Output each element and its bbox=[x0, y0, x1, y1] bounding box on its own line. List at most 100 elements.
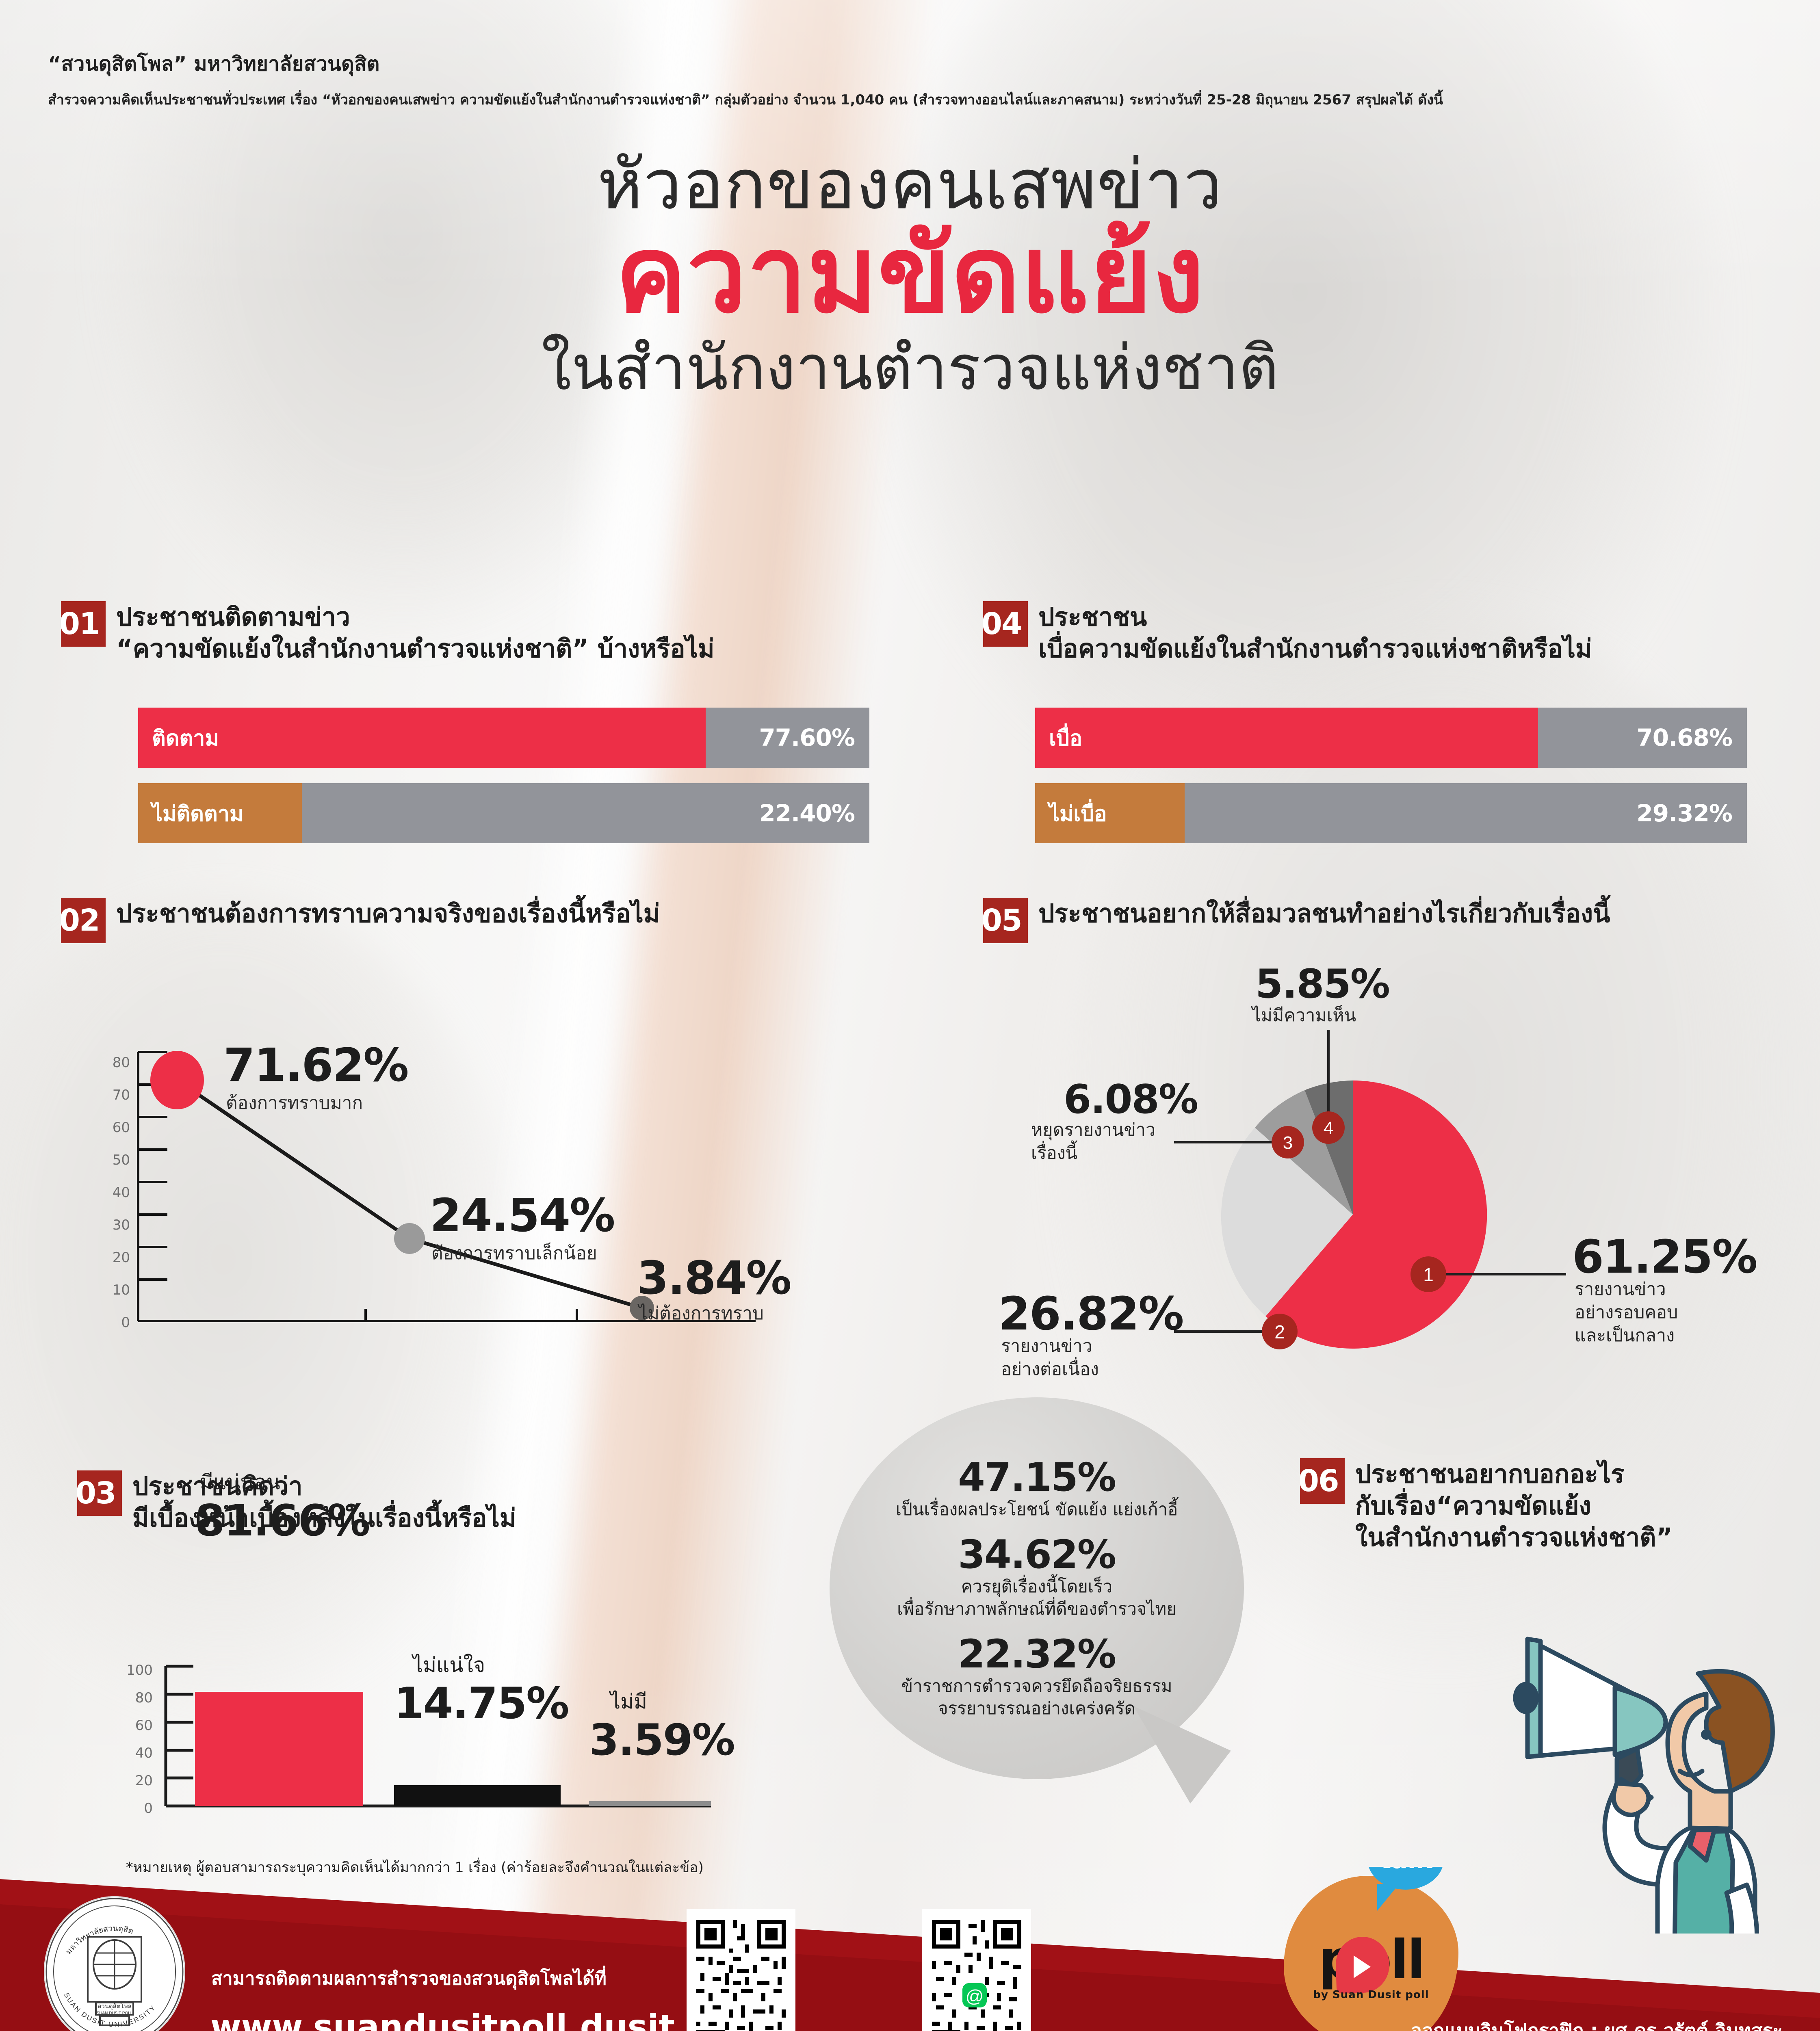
q4-bar-chart: เบื่อ 70.68% ไม่เบื่อ 29.32% bbox=[1035, 708, 1747, 843]
q2-ytick-50: 50 bbox=[112, 1152, 130, 1168]
section-number-badge-01: 01 bbox=[61, 601, 106, 647]
q6-speech-bubble: 47.15% เป็นเรื่องผลประโยชน์ ขัดแย้ง แย่ง… bbox=[830, 1397, 1244, 1779]
q2-ytick-40: 40 bbox=[112, 1184, 130, 1201]
organization-name: “สวนดุสิตโพล” มหาวิทยาลัยสวนดุสิต bbox=[48, 52, 380, 76]
section-q6-title-line1: ประชาชนอยากบอกอะไร bbox=[1355, 1459, 1625, 1489]
q1-bar-label-2: ไม่ติดตาม bbox=[152, 801, 244, 826]
qr-code-website-glyph bbox=[692, 1916, 790, 2031]
q3-ytick-60: 60 bbox=[135, 1717, 153, 1734]
q2-marker-2 bbox=[394, 1223, 425, 1254]
header: “สวนดุสิตโพล” มหาวิทยาลัยสวนดุสิต สำรวจค… bbox=[48, 48, 1443, 110]
play-icon bbox=[1354, 1955, 1371, 1978]
section-q3-title-line2: มีเบื้องหน้าเบื้องหลังในเรื่องนี้หรือไม่ bbox=[132, 1503, 516, 1533]
q5-callout-3-line2: เรื่องนี้ bbox=[1031, 1143, 1078, 1163]
q4-bar-value-1: 70.68% bbox=[1636, 724, 1733, 751]
section-number-badge-06: 06 bbox=[1300, 1458, 1345, 1504]
q4-bar-fill-2: ไม่เบื่อ bbox=[1035, 783, 1185, 843]
q5-pie-svg: 1 2 3 4 bbox=[1174, 1030, 1566, 1349]
title-line-1: หัวอกของคนเสพข่าว bbox=[597, 145, 1223, 225]
footer: สวนดุสิตโพล SUAN DUSIT POLL มหาวิทยาลัยส… bbox=[0, 1867, 1820, 2031]
q1-bar-value-2: 22.40% bbox=[759, 799, 855, 827]
q5-callout-2-line1: รายงานข่าว bbox=[1001, 1336, 1092, 1356]
title-line-3: ในสำนักงานตำรวจแห่งชาติ bbox=[541, 331, 1279, 404]
q4-bar-label-1: เบื่อ bbox=[1049, 726, 1083, 751]
q2-label-2: ต้องการทราบเล็กน้อย bbox=[431, 1243, 597, 1264]
section-number-01: 01 bbox=[61, 606, 100, 641]
q1-bar-value-1: 77.60% bbox=[759, 724, 855, 751]
q5-callout-2-pct: 26.82% bbox=[999, 1288, 1184, 1340]
section-number-03: 03 bbox=[77, 1476, 116, 1511]
q2-ytick-60: 60 bbox=[112, 1119, 130, 1136]
q5-marker-3 bbox=[1272, 1126, 1304, 1158]
q5-callout-1-pct: 61.25% bbox=[1572, 1231, 1757, 1284]
q5-callout-1-line3: และเป็นกลาง bbox=[1575, 1325, 1675, 1346]
qr-code-website[interactable] bbox=[687, 1909, 795, 2031]
q2-marker-1 bbox=[150, 1051, 204, 1109]
q3-bar-2 bbox=[394, 1785, 561, 1806]
q4-bar-fill-1: เบื่อ bbox=[1035, 708, 1538, 768]
q3-bar-chart: 100 80 60 40 20 0 มีแน่นอน 81.66% ไม่แน่… bbox=[114, 1470, 886, 1832]
q4-bar-label-2: ไม่เบื่อ bbox=[1049, 801, 1107, 826]
section-number-badge-03: 03 bbox=[77, 1470, 122, 1516]
section-number-badge-05: 05 bbox=[983, 898, 1028, 943]
qr-code-line[interactable]: @ bbox=[922, 1909, 1031, 2031]
megaphone-man-illustration bbox=[1513, 1637, 1775, 1934]
q2-value-3: 3.84% bbox=[637, 1252, 792, 1305]
q5-slice-3 bbox=[1254, 1090, 1353, 1215]
svg-text:1: 1 bbox=[1423, 1264, 1434, 1285]
poll-logo-talk-text: talk bbox=[1379, 1867, 1432, 1874]
q2-ytick-0: 0 bbox=[121, 1314, 130, 1331]
section-q6-title-line3: ในสำนักงานตำรวจแห่งชาติ” bbox=[1355, 1522, 1673, 1552]
q3-ytick-0: 0 bbox=[144, 1800, 153, 1817]
seal-mid-text-1: สวนดุสิตโพล bbox=[98, 2003, 132, 2010]
footnote: *หมายเหตุ ผู้ตอบสามารถระบุความคิดเห็นได้… bbox=[126, 1860, 704, 1876]
section-q5-header: 05 ประชาชนอยากให้สื่อมวลชนทำอย่างไรเกี่ย… bbox=[983, 898, 1610, 943]
q6-pct-1: 47.15% bbox=[958, 1454, 1116, 1500]
q3-ytick-80: 80 bbox=[135, 1690, 153, 1706]
seal-artwork: สวนดุสิตโพล SUAN DUSIT POLL มหาวิทยาลัยส… bbox=[46, 1898, 184, 2031]
q3-ytick-100: 100 bbox=[126, 1662, 153, 1678]
section-q6-title-line2: กับเรื่อง“ความขัดแย้ง bbox=[1355, 1491, 1591, 1521]
q1-bar-chart: ติดตาม 77.60% ไม่ติดตาม 22.40% bbox=[138, 708, 869, 843]
q1-bar-fill-2: ไม่ติดตาม bbox=[138, 783, 302, 843]
q6-text-3a: ข้าราชการตำรวจควรยึดถือจริยธรรม bbox=[901, 1676, 1172, 1696]
q2-ytick-30: 30 bbox=[112, 1217, 130, 1233]
q2-value-2: 24.54% bbox=[430, 1189, 615, 1242]
q5-callout-3-caption: หยุดรายงานข่าว เรื่องนี้ bbox=[1031, 1119, 1155, 1165]
q6-pct-2: 34.62% bbox=[958, 1532, 1116, 1578]
q2-label-1: ต้องการทราบมาก bbox=[226, 1093, 363, 1113]
section-q1-title-line2: “ความขัดแย้งในสำนักงานตำรวจแห่งชาติ” บ้า… bbox=[116, 634, 715, 664]
section-q3-header: 03 ประชาชนคิดว่า มีเบื้องหน้าเบื้องหลังใ… bbox=[77, 1470, 516, 1534]
q2-ytick-80: 80 bbox=[112, 1054, 130, 1071]
section-q2-header: 02 ประชาชนต้องการทราบความจริงของเรื่องนี… bbox=[61, 898, 660, 943]
page-title: หัวอกของคนเสพข่าว ความขัดแย้ง ในสำนักงาน… bbox=[0, 146, 1820, 404]
survey-description: สำรวจความคิดเห็นประชาชนทั่วประเทศ เรื่อง… bbox=[48, 92, 1443, 108]
q5-callout-1-line2: อย่างรอบคอบ bbox=[1575, 1302, 1678, 1323]
section-q4-title-line2: เบื่อความขัดแย้งในสำนักงานตำรวจแห่งชาติห… bbox=[1038, 634, 1592, 664]
q6-text-2b: เพื่อรักษาภาพลักษณ์ที่ดีของตำรวจไทย bbox=[897, 1598, 1176, 1619]
poll-logo: talk poll by Suan Dusit poll bbox=[1284, 1867, 1458, 2031]
footer-credit: ออกแบบอินโฟกราฟิก : ผศ.ดร.วรัตต์ อินทสระ bbox=[1410, 2020, 1783, 2031]
q3-value-2: 14.75% bbox=[394, 1678, 569, 1728]
q6-text-2a: ควรยุติเรื่องนี้โดยเร็ว bbox=[961, 1576, 1113, 1596]
section-number-badge-04: 04 bbox=[983, 601, 1028, 647]
section-number-04: 04 bbox=[983, 606, 1022, 641]
q6-text-1a: เป็นเรื่องผลประโยชน์ ขัดแย้ง แย่งเก้าอี้ bbox=[895, 1499, 1178, 1519]
footer-follow-text: สามารถติดตามผลการสำรวจของสวนดุสิตโพลได้ท… bbox=[211, 1968, 607, 1989]
q5-callout-4-line1: ไม่มีความเห็น bbox=[1252, 1005, 1356, 1026]
q3-label-3: ไม่มี bbox=[610, 1690, 648, 1713]
university-seal: สวนดุสิตโพล SUAN DUSIT POLL มหาวิทยาลัยส… bbox=[44, 1896, 185, 2031]
q1-bar-fill-1: ติดตาม bbox=[138, 708, 706, 768]
q5-callout-1-line1: รายงานข่าว bbox=[1575, 1279, 1666, 1299]
q1-bar-row-follow: ติดตาม 77.60% bbox=[138, 708, 869, 768]
q3-plot-svg bbox=[164, 1665, 711, 1808]
section-q4-header: 04 ประชาชน เบื่อความขัดแย้งในสำนักงานตำร… bbox=[983, 601, 1592, 665]
q5-callout-1-caption: รายงานข่าว อย่างรอบคอบ และเป็นกลาง bbox=[1575, 1278, 1678, 1347]
q2-plot-svg bbox=[137, 1051, 756, 1322]
poll-logo-talk-bubble: talk bbox=[1367, 1867, 1444, 1911]
section-number-05: 05 bbox=[983, 903, 1022, 938]
q2-value-1: 71.62% bbox=[223, 1039, 409, 1092]
seal-mid-text-2: SUAN DUSIT POLL bbox=[97, 2011, 133, 2016]
svg-text:2: 2 bbox=[1274, 1321, 1285, 1342]
svg-text:4: 4 bbox=[1324, 1118, 1333, 1138]
